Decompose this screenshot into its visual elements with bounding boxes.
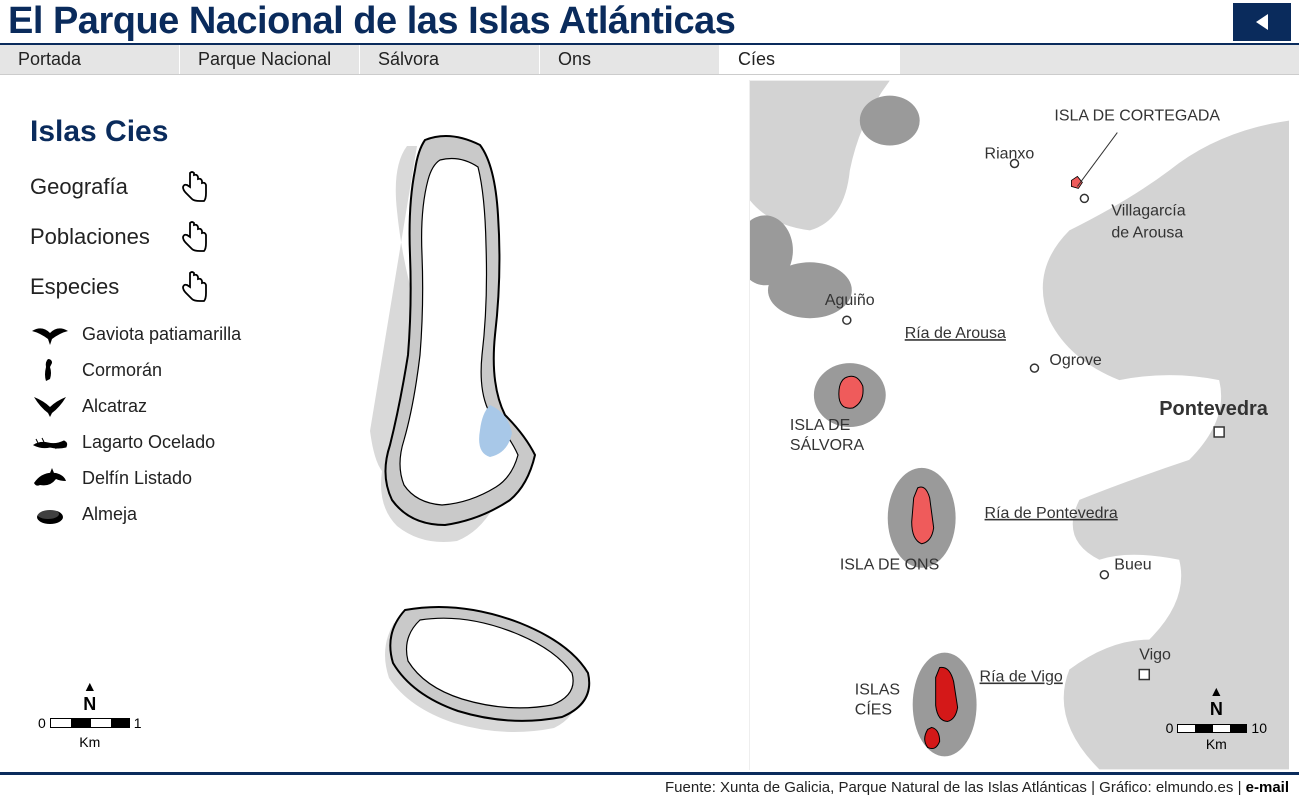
species-label: Gaviota patiamarilla: [82, 324, 241, 345]
svg-text:SÁLVORA: SÁLVORA: [790, 435, 865, 454]
page-title: El Parque Nacional de las Islas Atlántic…: [8, 0, 735, 43]
clam-icon: [30, 501, 70, 527]
content-area: Islas Cies GeografíaPoblacionesEspecies …: [0, 75, 1299, 775]
email-link[interactable]: e-mail: [1246, 779, 1289, 796]
species-lizard: Lagarto Ocelado: [30, 429, 310, 455]
back-button[interactable]: [1233, 3, 1291, 41]
sidebar: Islas Cies GeografíaPoblacionesEspecies …: [30, 115, 310, 537]
pointer-cursor-icon: [180, 171, 208, 203]
species-label: Delfín Listado: [82, 468, 192, 489]
scale-bar-right: ▲ N 010 Km: [1166, 683, 1267, 752]
nav-tab-parque-nacional[interactable]: Parque Nacional: [180, 45, 360, 74]
svg-text:Bueu: Bueu: [1114, 557, 1151, 574]
nav-tab-sálvora[interactable]: Sálvora: [360, 45, 540, 74]
species-cormorant: Cormorán: [30, 357, 310, 383]
context-map[interactable]: Rianxo Villagarcía de Arousa Aguiño Ogrove Po…: [749, 80, 1289, 770]
svg-text:Ría de Arousa: Ría de Arousa: [905, 325, 1006, 342]
svg-text:de Arousa: de Arousa: [1111, 224, 1183, 241]
species-gannet: Alcatraz: [30, 393, 310, 419]
menu-label: Geografía: [30, 174, 180, 200]
header-bar: El Parque Nacional de las Islas Atlántic…: [0, 0, 1299, 45]
cormorant-icon: [30, 357, 70, 383]
gannet-icon: [30, 393, 70, 419]
pointer-cursor-icon: [180, 271, 208, 303]
app-frame: El Parque Nacional de las Islas Atlántic…: [0, 0, 1299, 800]
species-label: Cormorán: [82, 360, 162, 381]
svg-text:Vigo: Vigo: [1139, 647, 1171, 664]
species-clam: Almeja: [30, 501, 310, 527]
species-gull: Gaviota patiamarilla: [30, 321, 310, 347]
menu-label: Poblaciones: [30, 224, 180, 250]
svg-text:Ría de Vigo: Ría de Vigo: [980, 669, 1063, 686]
svg-text:Villagarcía: Villagarcía: [1111, 202, 1185, 219]
menu-label: Especies: [30, 274, 180, 300]
svg-text:Pontevedra: Pontevedra: [1159, 398, 1269, 420]
dolphin-icon: [30, 465, 70, 491]
svg-text:ISLAS: ISLAS: [855, 681, 900, 698]
svg-text:Ogrove: Ogrove: [1049, 352, 1101, 369]
gull-icon: [30, 321, 70, 347]
island-detail-map: [330, 105, 690, 765]
footer-credits: Fuente: Xunta de Galicia, Parque Natural…: [0, 775, 1299, 800]
nav-tab-ons[interactable]: Ons: [540, 45, 720, 74]
svg-text:CÍES: CÍES: [855, 699, 892, 718]
species-legend: Gaviota patiamarilla Cormorán Alcatraz Laga…: [30, 321, 310, 527]
menu-item-especies[interactable]: Especies: [30, 271, 310, 303]
species-label: Almeja: [82, 504, 137, 525]
species-dolphin: Delfín Listado: [30, 465, 310, 491]
scale-bar-left: ▲ N 01 Km: [38, 678, 142, 750]
section-title: Islas Cies: [30, 115, 310, 149]
svg-text:Rianxo: Rianxo: [985, 145, 1035, 162]
back-arrow-icon: [1250, 10, 1274, 34]
svg-text:ISLA DE: ISLA DE: [790, 417, 850, 434]
nav-tab-cíes[interactable]: Cíes: [720, 45, 900, 74]
menu-item-poblaciones[interactable]: Poblaciones: [30, 221, 310, 253]
nav-bar: PortadaParque NacionalSálvoraOnsCíes: [0, 45, 1299, 75]
nav-tab-portada[interactable]: Portada: [0, 45, 180, 74]
svg-text:ISLA DE CORTEGADA: ISLA DE CORTEGADA: [1054, 108, 1220, 125]
menu-item-geografía[interactable]: Geografía: [30, 171, 310, 203]
svg-text:Aguiño: Aguiño: [825, 292, 875, 309]
svg-text:ISLA DE ONS: ISLA DE ONS: [840, 557, 939, 574]
species-label: Lagarto Ocelado: [82, 432, 215, 453]
svg-text:Ría de Pontevedra: Ría de Pontevedra: [985, 505, 1118, 522]
pointer-cursor-icon: [180, 221, 208, 253]
species-label: Alcatraz: [82, 396, 147, 417]
lizard-icon: [30, 429, 70, 455]
